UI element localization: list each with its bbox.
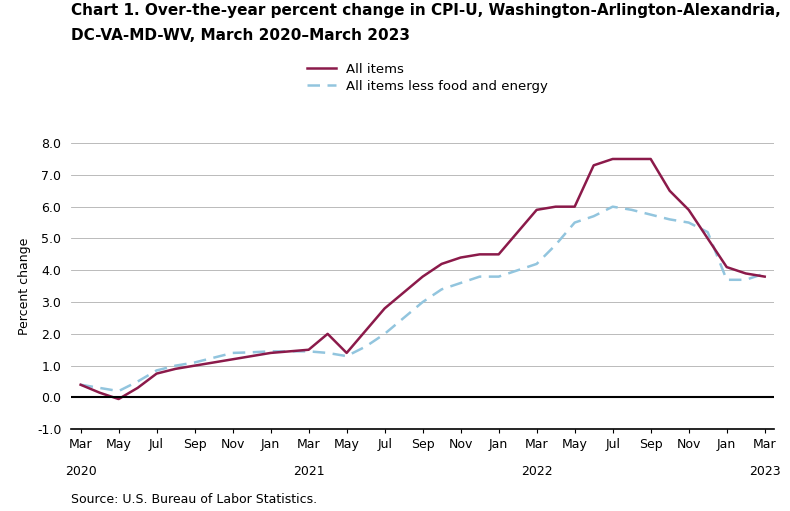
Y-axis label: Percent change: Percent change <box>18 238 32 335</box>
Text: Source: U.S. Bureau of Labor Statistics.: Source: U.S. Bureau of Labor Statistics. <box>71 493 318 506</box>
Text: DC-VA-MD-WV, March 2020–March 2023: DC-VA-MD-WV, March 2020–March 2023 <box>71 28 410 43</box>
Text: 2022: 2022 <box>521 466 552 478</box>
Legend: All items, All items less food and energy: All items, All items less food and energ… <box>307 63 548 93</box>
Text: 2023: 2023 <box>749 466 781 478</box>
Text: 2020: 2020 <box>65 466 96 478</box>
Text: Chart 1. Over-the-year percent change in CPI-U, Washington-Arlington-Alexandria,: Chart 1. Over-the-year percent change in… <box>71 3 781 17</box>
Text: 2021: 2021 <box>293 466 325 478</box>
